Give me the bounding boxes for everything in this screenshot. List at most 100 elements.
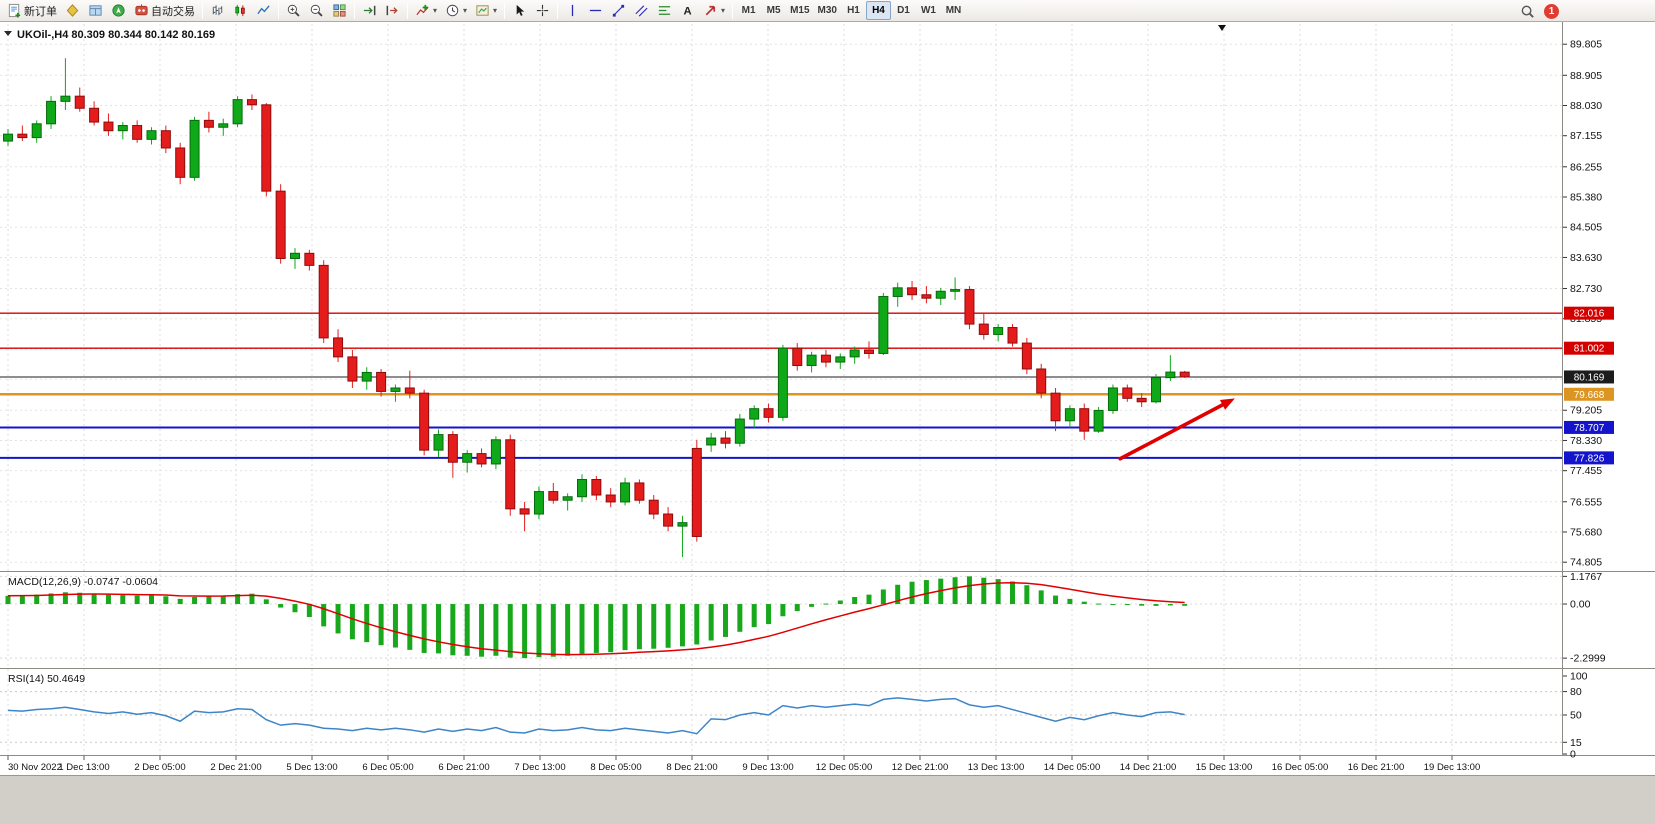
clock-icon [445, 3, 460, 18]
svg-text:14 Dec 21:00: 14 Dec 21:00 [1120, 762, 1177, 773]
chart-shift-icon [385, 3, 400, 18]
svg-text:50: 50 [1570, 710, 1582, 722]
vline-icon [565, 3, 580, 18]
one-click-trading-toggle[interactable] [4, 31, 12, 36]
svg-text:1.1767: 1.1767 [1570, 571, 1602, 583]
svg-text:80.169: 80.169 [1574, 372, 1605, 383]
market-watch-icon [65, 3, 80, 18]
candlesticks-layer [3, 58, 1190, 558]
rsi-label: RSI(14) 50.4649 [8, 673, 85, 685]
timeframe-h1-button[interactable]: H1 [841, 1, 866, 20]
templates-button[interactable]: ▾ [471, 1, 501, 20]
line-chart-button[interactable] [252, 1, 275, 20]
line-icon [256, 3, 271, 18]
button-label: M15 [790, 5, 810, 16]
timeframe-w1-button[interactable]: W1 [916, 1, 941, 20]
periods-button[interactable]: ▾ [441, 1, 471, 20]
text-button[interactable]: A [676, 1, 699, 20]
svg-text:82.730: 82.730 [1570, 283, 1602, 295]
search-icon[interactable] [1520, 4, 1535, 19]
candlestick-chart-button[interactable] [229, 1, 252, 20]
vertical-line-button[interactable] [561, 1, 584, 20]
svg-text:82.016: 82.016 [1574, 309, 1605, 320]
auto-scroll-icon [362, 3, 377, 18]
svg-text:6 Dec 05:00: 6 Dec 05:00 [362, 762, 413, 773]
auto-trading-button[interactable]: 自动交易 [130, 1, 199, 20]
svg-text:81.002: 81.002 [1574, 344, 1605, 355]
zoom-in-button[interactable] [282, 1, 305, 20]
tile-windows-button[interactable] [328, 1, 351, 20]
auto-scroll-button[interactable] [358, 1, 381, 20]
svg-text:14 Dec 05:00: 14 Dec 05:00 [1044, 762, 1101, 773]
svg-text:15 Dec 13:00: 15 Dec 13:00 [1196, 762, 1253, 773]
cursor-button[interactable] [508, 1, 531, 20]
svg-text:84.505: 84.505 [1570, 222, 1602, 234]
bar-chart-button[interactable] [206, 1, 229, 20]
zoom-out-button[interactable] [305, 1, 328, 20]
chevron-down-icon: ▾ [463, 6, 468, 15]
svg-text:74.805: 74.805 [1570, 557, 1602, 569]
svg-text:1 Dec 13:00: 1 Dec 13:00 [58, 762, 109, 773]
trend-arrow-annotation[interactable] [1118, 398, 1235, 461]
channel-button[interactable] [630, 1, 653, 20]
svg-text:79.205: 79.205 [1570, 405, 1602, 417]
svg-text:6 Dec 21:00: 6 Dec 21:00 [438, 762, 489, 773]
svg-text:79.668: 79.668 [1574, 390, 1605, 401]
toolbar-separator [354, 2, 355, 19]
new-order-button[interactable]: 新订单 [3, 1, 61, 20]
price-chart[interactable]: UKOil-,H4 80.309 80.344 80.142 80.169 MAC… [0, 22, 1655, 775]
button-label: MN [945, 5, 962, 16]
svg-text:8 Dec 21:00: 8 Dec 21:00 [666, 762, 717, 773]
price-tag: 78.707 [1564, 420, 1614, 434]
notification-badge[interactable]: 1 [1544, 3, 1559, 19]
macd-label: MACD(12,26,9) -0.0747 -0.0604 [8, 576, 158, 588]
data-window-button[interactable] [84, 1, 107, 20]
button-label: M30 [817, 5, 837, 16]
toolbar-separator [732, 2, 734, 19]
bars-icon [210, 3, 225, 18]
candles-icon [233, 3, 248, 18]
timeframe-d1-button[interactable]: D1 [891, 1, 916, 20]
svg-text:12 Dec 05:00: 12 Dec 05:00 [816, 762, 873, 773]
rsi-panel: RSI(14) 50.4649 [0, 673, 1563, 743]
svg-text:15: 15 [1570, 737, 1582, 749]
navigator-button[interactable] [107, 1, 130, 20]
text-icon: A [680, 3, 695, 18]
zoom-out-icon [309, 3, 324, 18]
svg-text:87.155: 87.155 [1570, 130, 1602, 142]
svg-text:85.380: 85.380 [1570, 192, 1602, 204]
crosshair-button[interactable] [531, 1, 554, 20]
chart-shift-button[interactable] [381, 1, 404, 20]
button-label: 新订单 [24, 5, 57, 18]
svg-text:A: A [683, 6, 691, 18]
channel-icon [634, 3, 649, 18]
horizontal-line-button[interactable] [584, 1, 607, 20]
timeframe-m1-button[interactable]: M1 [736, 1, 761, 20]
svg-text:77.455: 77.455 [1570, 465, 1602, 477]
crosshair-icon [535, 3, 550, 18]
arrows-button[interactable]: ▾ [699, 1, 729, 20]
timeframe-m15-button[interactable]: M15 [786, 1, 813, 20]
fibonacci-button[interactable] [653, 1, 676, 20]
timeframe-m30-button[interactable]: M30 [814, 1, 841, 20]
data-window-icon [88, 3, 103, 18]
toolbar: 新订单 自动交易 ▾ ▾ ▾ A ▾ M1 M5 M15 M30 H1 H4 D1 W1 MN 1 [0, 0, 1655, 22]
toolbar-separator [557, 2, 559, 19]
timeframe-m5-button[interactable]: M5 [761, 1, 786, 20]
svg-text:80: 80 [1570, 686, 1582, 698]
indicators-button[interactable]: ▾ [411, 1, 441, 20]
chart-area: UKOil-,H4 80.309 80.344 80.142 80.169 MAC… [0, 22, 1655, 775]
svg-text:5 Dec 13:00: 5 Dec 13:00 [286, 762, 337, 773]
svg-text:83.630: 83.630 [1570, 252, 1602, 264]
timeframe-mn-button[interactable]: MN [941, 1, 966, 20]
svg-text:2 Dec 05:00: 2 Dec 05:00 [134, 762, 185, 773]
market-watch-button[interactable] [61, 1, 84, 20]
symbol-ohlc-header: UKOil-,H4 80.309 80.344 80.142 80.169 [17, 29, 215, 41]
timeframe-h4-button[interactable]: H4 [865, 1, 891, 20]
trendline-button[interactable] [607, 1, 630, 20]
chart-shift-marker-icon[interactable] [1218, 25, 1226, 31]
svg-text:88.030: 88.030 [1570, 100, 1602, 112]
template-icon [475, 3, 490, 18]
